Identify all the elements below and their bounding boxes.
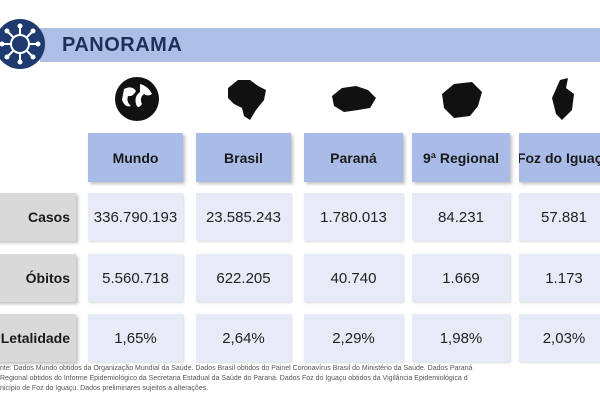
footnote: nte: Dados Mundo obtidos da Organização … xyxy=(0,364,600,394)
row-header: Casos xyxy=(0,193,76,241)
table-cell: 57.881 xyxy=(519,193,600,241)
row-header: Óbitos xyxy=(0,254,76,302)
table-cell: 23.585.243 xyxy=(196,193,291,241)
table-cell: 1,65% xyxy=(88,314,183,362)
table-cell: 622.205 xyxy=(196,254,291,302)
table-cell: 2,03% xyxy=(519,314,600,362)
table-cell: 5.560.718 xyxy=(88,254,183,302)
column-header: Paraná xyxy=(304,133,403,182)
column-header: Mundo xyxy=(88,133,183,182)
column-header: Foz do Iguaçu xyxy=(519,133,600,182)
regional-icon xyxy=(442,82,482,118)
table-cell: 2,29% xyxy=(304,314,403,362)
column-header: Brasil xyxy=(196,133,291,182)
globe-icon xyxy=(115,77,159,121)
brazil-icon xyxy=(228,80,266,120)
virus-badge xyxy=(0,19,45,69)
footnote-line: nte: Dados Mundo obtidos da Organização … xyxy=(0,365,473,372)
table-cell: 40.740 xyxy=(304,254,403,302)
table-cell: 84.231 xyxy=(412,193,510,241)
table-cell: 1.780.013 xyxy=(304,193,403,241)
title: PANORAMA xyxy=(62,34,183,56)
table-cell: 336.790.193 xyxy=(88,193,183,241)
table-cell: 1.669 xyxy=(412,254,510,302)
foz-icon xyxy=(552,78,574,120)
parana-icon xyxy=(332,86,376,112)
table-cell: 1,98% xyxy=(412,314,510,362)
footnote-line: Regional obtidos do Informe Epidemiológi… xyxy=(0,375,468,382)
title-banner xyxy=(40,28,600,62)
table-cell: 1.173 xyxy=(519,254,600,302)
row-header: Letalidade xyxy=(0,314,76,362)
footnote-line: nicípio de Foz do Iguaçu. Dados prelimin… xyxy=(0,385,209,392)
table-cell: 2,64% xyxy=(196,314,291,362)
column-header: 9ª Regional xyxy=(412,133,510,182)
